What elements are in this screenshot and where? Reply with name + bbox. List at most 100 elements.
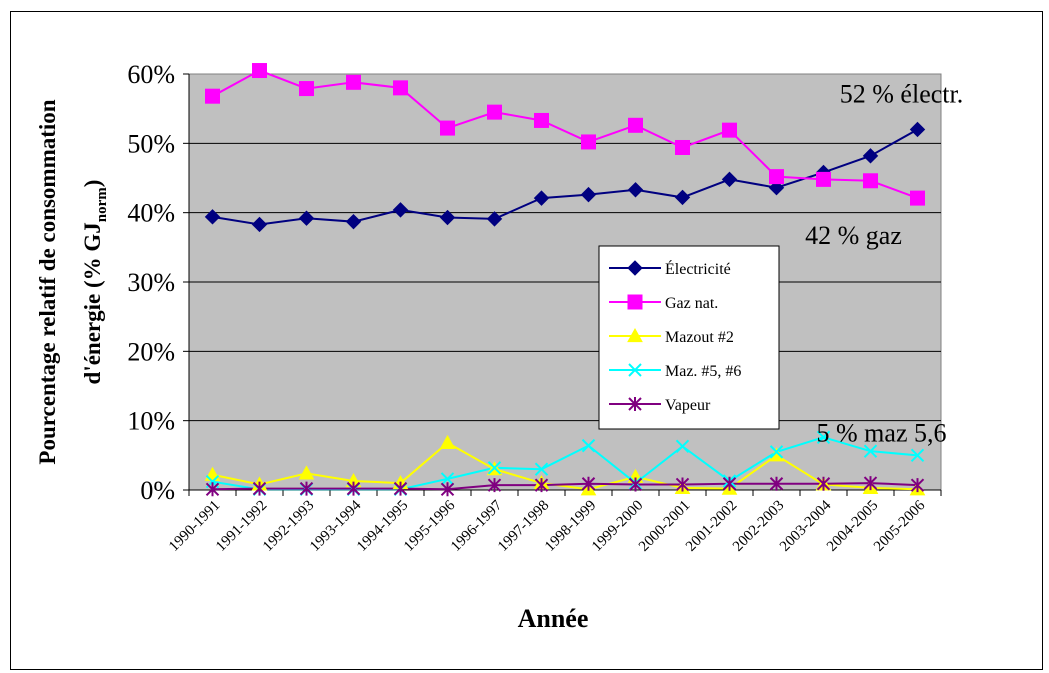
legend-item-electricite: Électricité <box>609 259 731 278</box>
legend-label: Maz. #5, #6 <box>665 363 741 380</box>
gridlines <box>189 142 941 422</box>
y-axis-title: Pourcentage relatif de consommation d'én… <box>35 99 110 464</box>
legend-label: Électricité <box>665 259 731 278</box>
series-lines <box>212 69 918 491</box>
legend-label: Vapeur <box>665 397 711 414</box>
data-point-maz-5-6 <box>910 448 925 463</box>
legend-marker <box>628 397 642 411</box>
data-point-gaz-nat <box>816 171 831 187</box>
data-point-electricite <box>533 190 550 206</box>
y-tick-label: 50% <box>127 129 175 158</box>
data-point-maz-5-6 <box>487 461 502 475</box>
y-axis: 0% 10% 20% 30% 40% 50% 60% <box>127 60 190 505</box>
data-point-electricite <box>862 148 879 164</box>
y-tick-label: 0% <box>140 476 175 505</box>
data-point-electricite <box>298 210 315 226</box>
data-point-vapeur <box>628 477 643 492</box>
y-tick-label: 60% <box>127 60 175 89</box>
data-point-electricite <box>204 209 221 225</box>
y-axis-title-line2-suffix: ) <box>80 180 105 188</box>
legend-marker <box>627 260 643 276</box>
data-point-vapeur <box>346 481 361 496</box>
y-axis-title-line2: d'énergie (% GJnorm) <box>80 180 110 385</box>
data-point-electricite <box>768 179 785 196</box>
data-point-electricite <box>674 189 691 206</box>
data-point-vapeur <box>252 481 267 496</box>
legend-marker <box>628 363 642 377</box>
data-point-gaz-nat <box>252 63 267 79</box>
x-axis-title: Année <box>518 604 589 633</box>
data-point-gaz-nat <box>581 134 596 150</box>
legend-item-vapeur: Vapeur <box>609 397 711 414</box>
data-point-mazout-2 <box>439 434 456 449</box>
y-axis-title-line2-prefix: d'énergie (% GJ <box>80 222 105 384</box>
y-tick-label: 20% <box>127 337 175 366</box>
data-point-maz-5-6 <box>581 438 596 453</box>
data-point-gaz-nat <box>863 173 878 189</box>
data-point-electricite <box>486 211 503 227</box>
data-point-gaz-nat <box>299 81 314 97</box>
data-point-electricite <box>251 216 268 233</box>
data-point-vapeur <box>863 476 878 491</box>
data-point-vapeur <box>722 476 737 491</box>
annotation-label: 52 % électr. <box>840 79 963 108</box>
data-point-gaz-nat <box>722 122 737 138</box>
data-point-vapeur <box>581 476 596 491</box>
data-point-vapeur <box>769 476 784 491</box>
data-point-gaz-nat <box>487 104 502 120</box>
data-point-maz-5-6 <box>534 462 549 476</box>
data-point-vapeur <box>299 481 314 496</box>
legend-item-gaz-nat: Gaz nat. <box>609 294 718 312</box>
data-point-gaz-nat <box>675 139 690 155</box>
y-axis-title-line1: Pourcentage relatif de consommation <box>35 99 60 464</box>
data-point-gaz-nat <box>534 112 549 128</box>
data-point-electricite <box>392 202 409 218</box>
y-tick-label: 10% <box>127 407 175 436</box>
data-point-vapeur <box>487 478 502 493</box>
legend-marker <box>627 327 643 343</box>
data-point-maz-5-6 <box>863 444 878 458</box>
legend-item-mazout-2: Mazout #2 <box>609 327 734 346</box>
legend-label: Gaz nat. <box>665 295 718 312</box>
legend-item-maz-5-6: Maz. #5, #6 <box>609 363 741 380</box>
data-point-gaz-nat <box>393 80 408 96</box>
series-markers-gaz-nat <box>205 63 925 206</box>
series-markers <box>204 63 926 497</box>
y-axis-title-subscript: norm <box>94 187 110 223</box>
data-point-gaz-nat <box>628 117 643 133</box>
data-point-vapeur <box>440 482 455 497</box>
legend-marker <box>627 294 643 310</box>
series-line-vapeur <box>212 482 918 491</box>
data-point-vapeur <box>816 476 831 491</box>
data-point-maz-5-6 <box>675 439 690 454</box>
series-line-gaz-nat <box>212 69 918 200</box>
data-point-maz-5-6 <box>440 472 455 486</box>
y-tick-label: 30% <box>127 268 175 297</box>
data-point-electricite <box>580 186 597 203</box>
data-point-electricite <box>439 209 456 226</box>
legend-label: Mazout #2 <box>665 329 734 346</box>
data-point-gaz-nat <box>205 88 220 104</box>
data-point-vapeur <box>910 478 925 493</box>
data-point-vapeur <box>675 477 690 492</box>
annotations: 52 % électr. 42 % gaz 5 % maz 5,6 <box>805 79 963 447</box>
series-markers-vapeur <box>205 476 925 497</box>
series-line-electricite <box>212 128 918 226</box>
series-line-mazout-2 <box>212 441 918 491</box>
data-point-vapeur <box>205 482 220 497</box>
data-point-gaz-nat <box>440 120 455 136</box>
legend: Électricité Gaz nat. Mazout #2 Maz. #5, #6 V… <box>598 245 780 430</box>
data-point-gaz-nat <box>346 74 361 90</box>
annotation-label: 5 % maz 5,6 <box>817 418 947 447</box>
data-point-vapeur <box>393 481 408 496</box>
data-point-vapeur <box>534 478 549 493</box>
annotation-label: 42 % gaz <box>805 221 902 250</box>
y-tick-label: 40% <box>127 199 175 228</box>
data-point-maz-5-6 <box>769 445 784 459</box>
data-point-gaz-nat <box>769 169 784 185</box>
data-point-electricite <box>345 213 362 230</box>
data-point-mazout-2 <box>298 465 315 480</box>
data-point-electricite <box>627 182 644 198</box>
data-point-electricite <box>721 171 738 188</box>
